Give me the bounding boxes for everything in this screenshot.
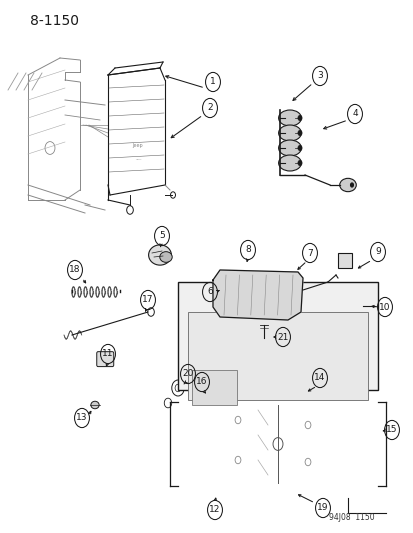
Text: 18: 18 [69,265,81,274]
Circle shape [297,160,301,166]
Text: 94J08  1150: 94J08 1150 [329,513,374,522]
Text: 10: 10 [378,303,390,311]
Text: 11: 11 [102,350,114,359]
Text: 19: 19 [316,504,328,513]
Ellipse shape [90,401,99,409]
Text: 8: 8 [244,246,250,254]
Text: 8-1150: 8-1150 [30,14,79,28]
FancyBboxPatch shape [192,370,236,405]
Polygon shape [212,270,302,320]
Text: Jeep: Jeep [133,142,143,148]
Text: 9: 9 [374,247,380,256]
Ellipse shape [159,252,172,262]
Circle shape [346,295,362,317]
Text: 20: 20 [182,369,193,378]
Text: 4: 4 [351,109,357,118]
Text: 6: 6 [206,287,212,296]
FancyBboxPatch shape [178,282,377,390]
Ellipse shape [339,179,356,192]
Text: 14: 14 [313,374,325,383]
Ellipse shape [148,245,171,265]
Text: 17: 17 [142,295,153,304]
Ellipse shape [278,155,301,171]
Text: 2: 2 [206,103,212,112]
FancyBboxPatch shape [337,253,351,268]
Ellipse shape [278,125,301,141]
Text: 1: 1 [210,77,215,86]
Circle shape [349,182,353,188]
Circle shape [297,131,301,136]
Text: 13: 13 [76,414,88,423]
Ellipse shape [278,110,301,126]
FancyBboxPatch shape [97,352,114,367]
Circle shape [297,115,301,120]
Circle shape [297,146,301,151]
Text: 12: 12 [209,505,220,514]
Text: ___: ___ [135,156,141,160]
Text: 21: 21 [277,333,288,342]
Text: 7: 7 [306,248,312,257]
Text: 3: 3 [316,71,322,80]
Text: 5: 5 [159,231,164,240]
Text: 15: 15 [385,425,397,434]
Ellipse shape [278,140,301,156]
FancyBboxPatch shape [188,312,367,400]
Text: 16: 16 [196,377,207,386]
